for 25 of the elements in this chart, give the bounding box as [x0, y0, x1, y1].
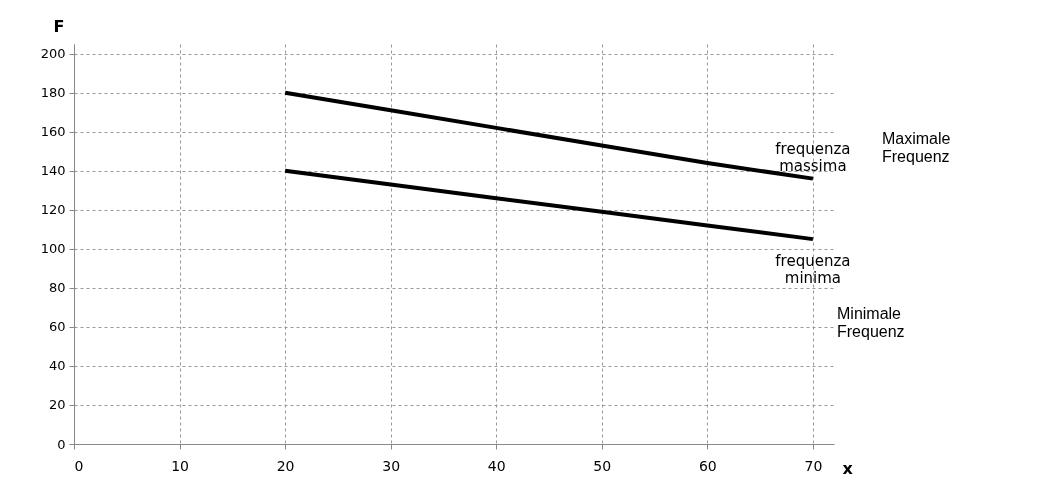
x-axis-title: x [842, 458, 854, 478]
x-tick-label: 30 [382, 457, 401, 474]
y-tick-label: 160 [40, 124, 66, 140]
x-tick-label: 10 [171, 457, 189, 474]
y-tick-label: 140 [40, 163, 66, 179]
x-tick-label: 50 [593, 457, 612, 474]
y-tick-label: 120 [40, 202, 66, 218]
x-tick-label: 20 [276, 457, 295, 474]
x-tick-label: 60 [698, 457, 717, 474]
y-tick-label: 80 [48, 280, 66, 296]
y-tick-label: 200 [40, 46, 66, 62]
annotation: frequenza minima [775, 252, 851, 288]
y-tick-label: 20 [48, 397, 66, 413]
text: Minimale Frequenz [837, 305, 905, 340]
y-tick-label: 180 [40, 85, 66, 101]
text: Maximale Frequenz [882, 130, 951, 165]
y-tick-label: 100 [40, 241, 66, 257]
annotation: frequenza massima [775, 139, 851, 175]
x-tick-label: 40 [487, 457, 506, 474]
y-tick-label: 0 [57, 436, 66, 452]
x-tick-label: 70 [804, 457, 823, 474]
y-tick-label: 60 [48, 319, 66, 335]
y-axis-title: F [53, 16, 65, 36]
x-tick-label: 0 [74, 457, 84, 474]
y-tick-label: 40 [48, 358, 66, 374]
